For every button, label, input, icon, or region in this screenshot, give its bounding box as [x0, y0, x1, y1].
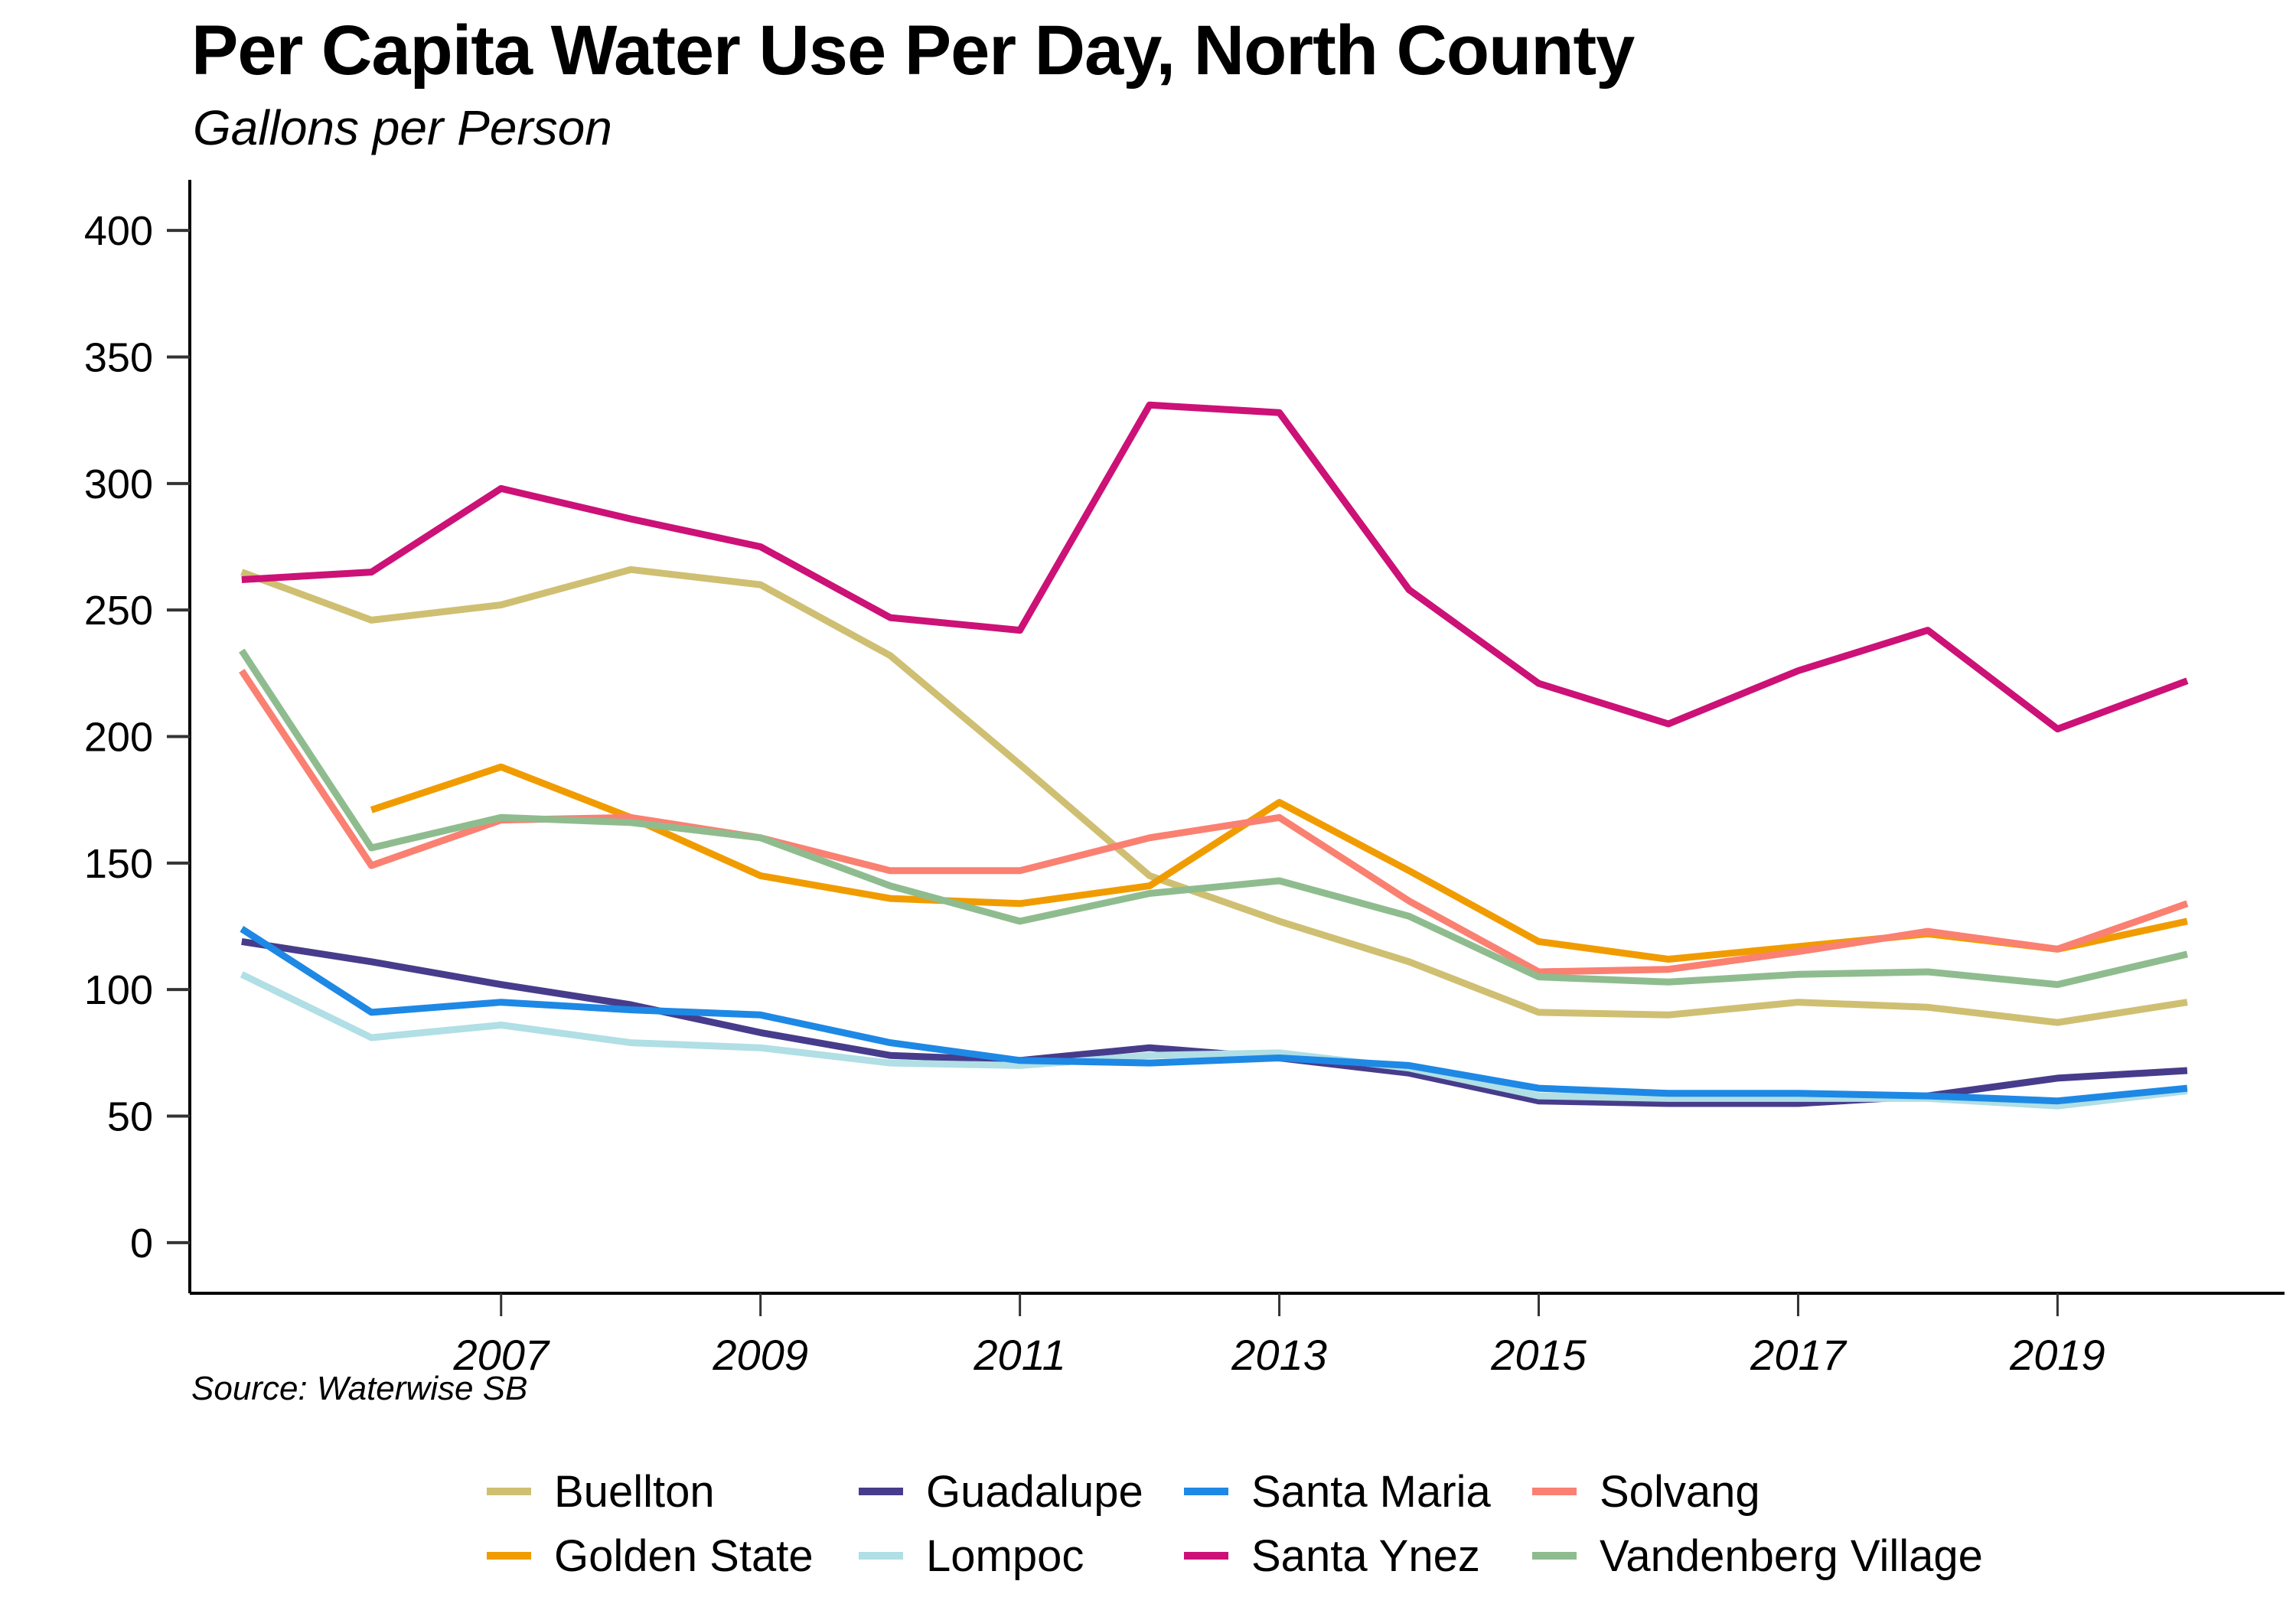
legend-swatch [487, 1552, 531, 1560]
legend: Buellton Guadalupe Santa Maria Solvang G… [487, 1465, 1991, 1582]
y-tick-label: 250 [84, 588, 153, 634]
series-line-vandenberg-village [239, 648, 2188, 989]
legend-label: Solvang [1600, 1466, 1760, 1517]
y-tick-label: 50 [107, 1094, 153, 1140]
series-line-buellton [240, 566, 2188, 1026]
x-tick-label: 2007 [452, 1331, 550, 1379]
legend-swatch [487, 1488, 531, 1495]
legend-swatch [1532, 1552, 1577, 1560]
y-tick-label: 200 [84, 715, 153, 761]
legend-item: Buellton [487, 1465, 859, 1517]
legend-item: Vandenberg Village [1532, 1530, 1991, 1582]
legend-label: Vandenberg Village [1600, 1530, 1983, 1581]
legend-item: Lompoc [859, 1530, 1184, 1582]
legend-item: Solvang [1532, 1465, 1991, 1517]
x-tick-label: 2011 [973, 1331, 1065, 1379]
legend-swatch [1532, 1488, 1577, 1495]
y-tick-label: 100 [84, 967, 153, 1013]
legend-label: Santa Maria [1251, 1466, 1491, 1517]
legend-label: Golden State [554, 1530, 814, 1581]
y-tick-label: 400 [84, 208, 153, 254]
series-layer [239, 401, 2189, 1110]
x-tick-label: 2013 [1231, 1331, 1327, 1379]
chart-subtitle: Gallons per Person [193, 100, 612, 155]
source-note: Source: Waterwise SB [191, 1370, 528, 1407]
legend-label: Santa Ynez [1251, 1530, 1480, 1581]
legend-item: Guadalupe [859, 1465, 1184, 1517]
series-line-santa-ynez [241, 401, 2189, 733]
series-line-guadalupe [241, 937, 2188, 1107]
legend-swatch [859, 1552, 903, 1560]
legend-label: Guadalupe [926, 1466, 1143, 1517]
chart-title: Per Capita Water Use Per Day, North Coun… [191, 11, 1635, 90]
legend-item: Santa Maria [1184, 1465, 1532, 1517]
x-tick-label: 2009 [712, 1331, 808, 1379]
y-tick-label: 150 [84, 841, 153, 887]
legend-swatch [859, 1488, 903, 1495]
x-tick-label: 2015 [1490, 1331, 1587, 1379]
x-tick-label: 2019 [2009, 1331, 2105, 1379]
legend-swatch [1184, 1552, 1228, 1560]
axes: 0 50 100 150 200 250 300 350 400 2007 2009 2011 2013… [84, 180, 2285, 1379]
legend-swatch [1184, 1488, 1228, 1495]
y-tick-label: 350 [84, 334, 153, 380]
series-line-santa-maria [240, 926, 2188, 1105]
y-tick-label: 0 [130, 1221, 153, 1266]
legend-item: Santa Ynez [1184, 1530, 1532, 1582]
legend-item: Golden State [487, 1530, 859, 1582]
series-line-lompoc [240, 971, 2188, 1110]
legend-label: Lompoc [926, 1530, 1084, 1581]
x-tick-label: 2017 [1750, 1331, 1847, 1379]
legend-label: Buellton [554, 1466, 715, 1517]
y-tick-label: 300 [84, 461, 153, 507]
